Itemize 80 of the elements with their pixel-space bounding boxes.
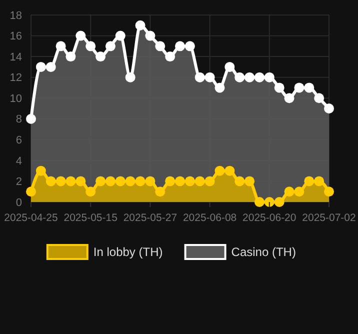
point (46, 62, 56, 72)
point (214, 82, 225, 93)
point (145, 176, 156, 186)
point (56, 176, 66, 186)
point (125, 176, 136, 186)
point (234, 72, 245, 82)
point (76, 30, 86, 41)
point (184, 41, 195, 52)
point (254, 197, 264, 207)
point (184, 176, 195, 186)
point (125, 72, 136, 82)
point (244, 176, 255, 186)
point (145, 30, 156, 41)
point (304, 82, 314, 93)
point (115, 30, 126, 41)
point (244, 72, 255, 82)
y-tick-label: 2 (16, 176, 22, 188)
point (155, 186, 166, 197)
x-tick-label: 2025-05-27 (123, 212, 178, 224)
point (135, 176, 146, 186)
point (76, 176, 86, 186)
point (155, 41, 166, 52)
point (274, 82, 284, 93)
point (46, 176, 56, 186)
point (96, 176, 106, 186)
legend-label: Casino (TH) (231, 245, 296, 260)
point (36, 166, 46, 176)
point (36, 62, 46, 72)
point (264, 197, 274, 207)
point (304, 176, 314, 186)
point (105, 176, 116, 186)
point (66, 52, 76, 62)
point (294, 186, 304, 197)
point (194, 72, 205, 82)
y-tick-label: 6 (16, 134, 22, 147)
y-tick-label: 14 (10, 51, 22, 64)
y-tick-label: 8 (16, 114, 22, 126)
point (86, 41, 96, 52)
x-tick-label: 2025-06-20 (242, 212, 296, 224)
point (66, 176, 76, 186)
point (96, 52, 106, 62)
y-tick-label: 18 (10, 10, 22, 22)
point (224, 62, 235, 72)
point (204, 176, 215, 186)
point (105, 41, 116, 52)
point (274, 197, 284, 207)
legend-label: In lobby (TH) (93, 245, 163, 260)
point (284, 186, 294, 197)
point (324, 186, 334, 197)
point (314, 176, 324, 186)
point (165, 176, 176, 186)
point (234, 176, 245, 186)
point (26, 186, 36, 197)
y-tick-label: 10 (10, 92, 22, 105)
point (314, 93, 324, 104)
point (135, 20, 146, 30)
y-tick-label: 0 (16, 196, 22, 209)
y-tick-label: 4 (16, 155, 22, 168)
y-tick-label: 12 (10, 72, 22, 84)
point (204, 72, 215, 82)
point (86, 186, 96, 197)
x-tick-label: 2025-04-25 (4, 212, 58, 224)
point (175, 176, 185, 186)
point (115, 176, 126, 186)
point (194, 176, 205, 186)
point (254, 72, 264, 82)
x-tick-label: 2025-05-15 (64, 212, 118, 224)
point (294, 82, 304, 93)
point (26, 114, 36, 124)
x-tick-label: 2025-06-08 (182, 212, 237, 224)
point (56, 41, 66, 52)
point (175, 41, 185, 52)
point (284, 93, 294, 104)
point (324, 104, 334, 114)
point (165, 52, 176, 62)
point (224, 166, 235, 176)
point (264, 72, 274, 82)
point (214, 166, 225, 176)
x-tick-label: 2025-07-02 (302, 212, 356, 224)
y-tick-label: 16 (10, 30, 22, 43)
